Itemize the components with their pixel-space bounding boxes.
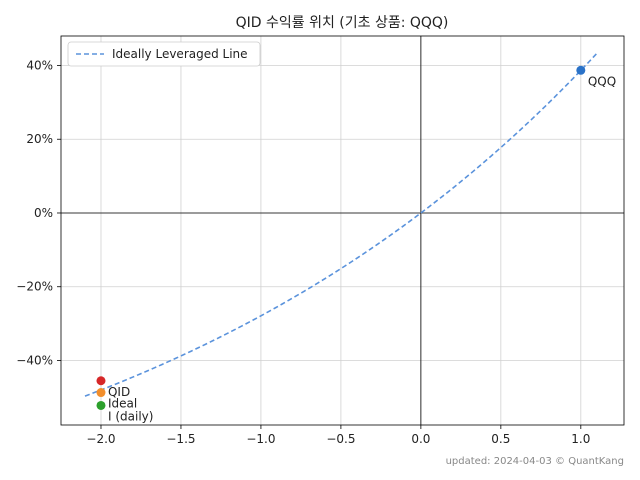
point-2: [96, 388, 106, 398]
ideal-leverage-curve: [84, 52, 598, 397]
point-label-1: QID: [108, 385, 130, 399]
x-tick-label: −1.0: [246, 432, 275, 446]
legend-entry: Ideally Leveraged Line: [112, 47, 248, 61]
x-tick-label: −0.5: [326, 432, 355, 446]
plot-frame: [60, 35, 625, 426]
y-tick-label: −20%: [16, 280, 53, 294]
y-tick-label: 20%: [26, 132, 53, 146]
y-tick-label: 0%: [34, 206, 53, 220]
y-tick-label: 40%: [26, 58, 53, 72]
point-1: [96, 376, 106, 386]
zero-axes: [61, 36, 624, 425]
x-tick-label: 0.0: [411, 432, 430, 446]
y-tick-label: −40%: [16, 353, 53, 367]
point-3: [96, 400, 106, 410]
point-label-2: Ideal: [108, 397, 137, 411]
legend: Ideally Leveraged Line: [67, 41, 261, 67]
grid: [61, 36, 624, 425]
x-tick-label: −1.5: [166, 432, 195, 446]
point-0: [576, 65, 586, 75]
legend-box: [67, 41, 261, 67]
point-label-3: I (daily): [108, 409, 153, 423]
point-label-0: QQQ: [588, 74, 616, 88]
x-tick-label: −2.0: [86, 432, 115, 446]
x-tick-label: 1.0: [571, 432, 590, 446]
x-tick-labels: −2.0 −1.5 −1.0 −0.5 0.0 0.5 1.0: [86, 425, 590, 446]
footer-note: updated: 2024-04-03 © QuantKang: [446, 456, 624, 467]
chart-title: QID 수익률 위치 (기초 상품: QQQ): [236, 15, 449, 31]
y-tick-labels: 40% 20% 0% −20% −40%: [16, 58, 61, 367]
x-tick-label: 0.5: [491, 432, 510, 446]
